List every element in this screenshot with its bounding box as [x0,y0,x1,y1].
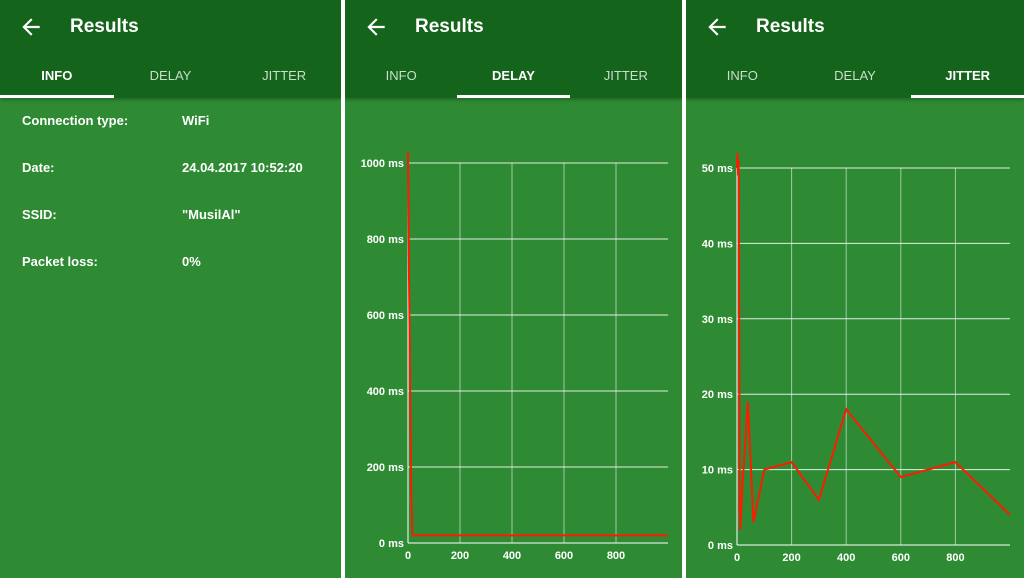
arrow-left-icon[interactable] [363,14,389,40]
info-value: 0% [182,254,201,269]
info-list: Connection type: WiFi Date: 24.04.2017 1… [22,113,331,301]
y-tick-label: 400 ms [367,386,404,398]
x-tick-label: 800 [946,552,964,564]
info-label: Packet loss: [22,254,98,269]
info-row-packet-loss: Packet loss: 0% [22,254,331,301]
info-value: 24.04.2017 10:52:20 [182,160,303,175]
x-tick-label: 400 [837,552,855,564]
info-row-connection-type: Connection type: WiFi [22,113,331,160]
x-tick-label: 200 [782,552,800,564]
tab-info[interactable]: INFO [385,68,417,83]
y-tick-label: 30 ms [702,314,733,326]
page-title: Results [756,16,825,37]
y-tick-label: 200 ms [367,462,404,474]
tab-info[interactable]: INFO [0,58,114,98]
tab-jitter[interactable]: JITTER [911,58,1024,98]
app-bar: Results INFO DELAY JITTER [345,0,682,98]
page-title: Results [415,16,484,37]
tab-delay[interactable]: DELAY [149,68,192,83]
y-tick-label: 800 ms [367,234,404,246]
y-tick-label: 10 ms [702,465,733,477]
info-row-date: Date: 24.04.2017 10:52:20 [22,160,331,207]
app-bar: Results INFO DELAY JITTER [686,0,1024,98]
x-tick-label: 0 [405,550,411,562]
y-tick-label: 40 ms [702,238,733,250]
y-tick-label: 20 ms [702,389,733,401]
results-screen-jitter: Results INFO DELAY JITTER 0 ms 10 ms 20 ms… [686,0,1024,578]
info-label: Connection type: [22,113,129,128]
series-line [736,152,1011,530]
results-screen-info: Results INFO DELAY JITTER Connection typ… [0,0,341,578]
y-tick-label: 600 ms [367,310,404,322]
series-line [407,151,668,537]
tab-bar: INFO DELAY JITTER [686,58,1024,98]
tab-bar: INFO DELAY JITTER [0,58,341,98]
x-tick-label: 400 [503,550,521,562]
delay-chart: 0 ms 200 ms 400 ms 600 ms 800 ms 1000 ms 0 200 4… [361,151,668,562]
tab-bar: INFO DELAY JITTER [345,58,682,98]
arrow-left-icon[interactable] [704,14,730,40]
tab-jitter[interactable]: JITTER [262,68,307,83]
x-tick-label: 200 [451,550,469,562]
app-bar: Results INFO DELAY JITTER [0,0,341,98]
tab-info[interactable]: INFO [726,68,758,83]
tab-jitter[interactable]: JITTER [603,68,648,83]
tab-delay[interactable]: DELAY [834,68,876,83]
x-tick-label: 600 [892,552,910,564]
results-screen-delay: Results INFO DELAY JITTER 0 ms 200 ms 400 … [345,0,682,578]
info-row-ssid: SSID: "MusilAl" [22,207,331,254]
x-tick-label: 600 [555,550,573,562]
y-tick-label: 50 ms [702,163,733,175]
info-label: SSID: [22,207,57,222]
page-title: Results [70,16,139,37]
info-value: "MusilAl" [182,207,241,222]
jitter-chart: 0 ms 10 ms 20 ms 30 ms 40 ms 50 ms 0 200 400 600 8… [702,152,1011,564]
y-tick-label: 1000 ms [361,158,404,170]
info-label: Date: [22,160,55,175]
arrow-left-icon[interactable] [18,14,44,40]
y-tick-label: 0 ms [379,538,404,550]
tab-delay[interactable]: DELAY [457,58,570,98]
info-value: WiFi [182,113,210,128]
x-tick-label: 0 [734,552,740,564]
x-tick-label: 800 [607,550,625,562]
y-tick-label: 0 ms [708,540,733,552]
